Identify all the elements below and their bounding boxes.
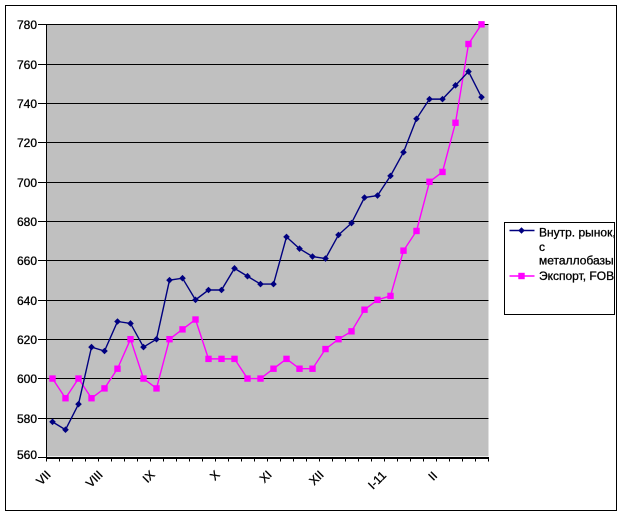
- svg-text:Экспорт, FOB: Экспорт, FOB: [539, 269, 614, 283]
- svg-text:680: 680: [17, 215, 37, 229]
- svg-text:640: 640: [17, 294, 37, 308]
- svg-text:560: 560: [17, 448, 37, 462]
- svg-text:720: 720: [17, 136, 37, 150]
- svg-text:660: 660: [17, 254, 37, 268]
- svg-text:740: 740: [17, 97, 37, 111]
- svg-text:600: 600: [17, 372, 37, 386]
- svg-text:620: 620: [17, 333, 37, 347]
- svg-text:760: 760: [17, 58, 37, 72]
- svg-text:580: 580: [17, 412, 37, 426]
- svg-text:металлобазы: металлобазы: [539, 254, 614, 268]
- svg-text:780: 780: [17, 18, 37, 32]
- svg-text:Внутр. рынок,: Внутр. рынок,: [539, 226, 616, 240]
- svg-text:700: 700: [17, 176, 37, 190]
- svg-text:с: с: [539, 240, 545, 254]
